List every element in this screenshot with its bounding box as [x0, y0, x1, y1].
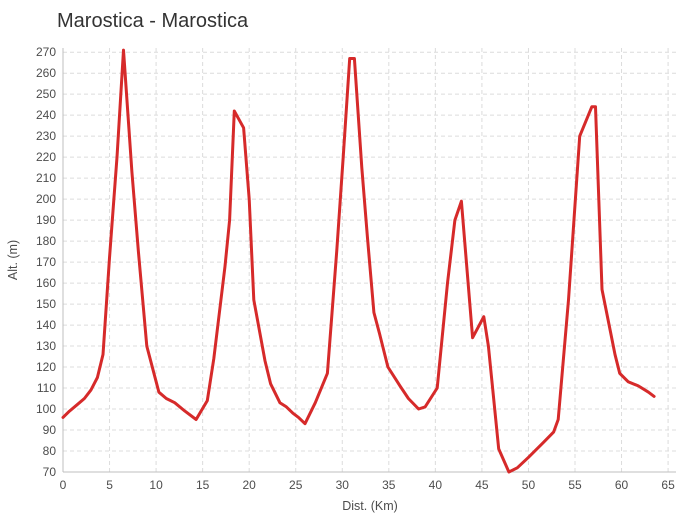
grid-lines — [62, 48, 676, 473]
x-tick-label: 30 — [336, 478, 350, 492]
y-tick-label: 150 — [36, 297, 56, 311]
x-tick-label: 10 — [149, 478, 163, 492]
x-axis-label: Dist. (Km) — [342, 499, 398, 513]
chart-title: Marostica - Marostica — [57, 10, 249, 32]
y-tick-label: 230 — [36, 129, 56, 143]
y-axis-label: Alt. (m) — [6, 240, 20, 280]
x-tick-label: 25 — [289, 478, 303, 492]
x-tick-label: 15 — [196, 478, 210, 492]
y-tick-label: 70 — [43, 465, 57, 479]
x-tick-label: 0 — [60, 478, 67, 492]
x-tick-label: 40 — [429, 478, 443, 492]
y-tick-label: 110 — [37, 381, 56, 395]
y-tick-label: 260 — [36, 66, 56, 80]
x-tick-label: 5 — [106, 478, 113, 492]
y-tick-label: 130 — [36, 339, 56, 353]
y-tick-label: 140 — [36, 318, 56, 332]
y-tick-label: 100 — [36, 402, 56, 416]
axes — [62, 48, 676, 473]
y-tick-labels: 70 80 90 100 110 120 130 140 150 160 170 180 190 200 2… — [36, 45, 56, 479]
elevation-line — [61, 48, 656, 474]
x-tick-label: 50 — [522, 478, 536, 492]
y-tick-label: 220 — [36, 150, 56, 164]
y-tick-label: 160 — [36, 276, 56, 290]
y-tick-label: 250 — [36, 87, 56, 101]
x-tick-label: 60 — [615, 478, 629, 492]
y-tick-label: 190 — [36, 213, 56, 227]
x-tick-label: 20 — [243, 478, 257, 492]
x-tick-label: 35 — [382, 478, 396, 492]
y-tick-label: 170 — [36, 255, 56, 269]
y-tick-label: 80 — [43, 444, 57, 458]
x-tick-label: 45 — [475, 478, 489, 492]
y-tick-label: 200 — [36, 192, 56, 206]
y-tick-label: 90 — [43, 423, 57, 437]
x-tick-label: 65 — [661, 478, 675, 492]
x-tick-label: 55 — [568, 478, 582, 492]
y-tick-label: 120 — [36, 360, 56, 374]
y-tick-label: 210 — [36, 171, 56, 185]
y-tick-label: 240 — [36, 108, 56, 122]
y-tick-label: 180 — [36, 234, 56, 248]
y-tick-label: 270 — [36, 45, 56, 59]
x-tick-labels: 0 5 10 15 20 25 30 35 40 45 50 55 60 65 — [60, 478, 675, 492]
